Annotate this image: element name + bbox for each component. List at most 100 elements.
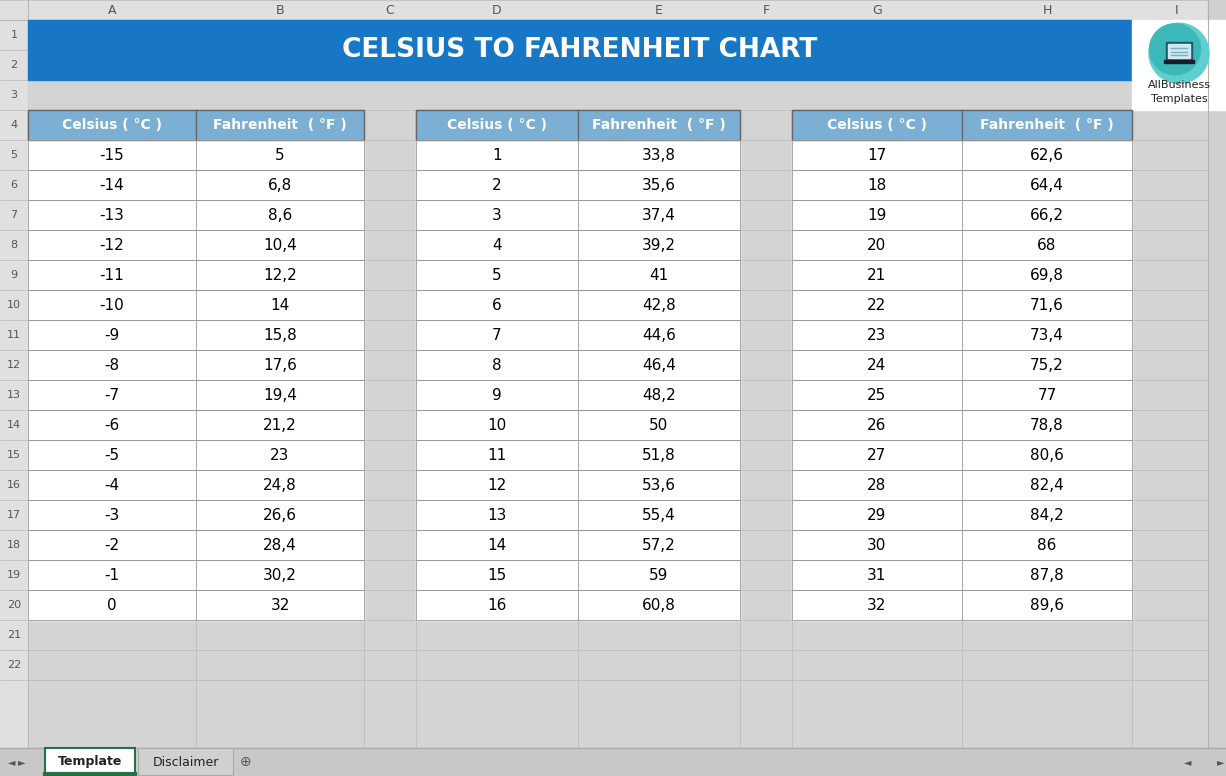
Bar [792,470,1132,500]
Text: 37,4: 37,4 [642,207,676,223]
Text: 14: 14 [7,420,21,430]
Text: 10,4: 10,4 [264,237,297,252]
Circle shape [1150,24,1200,74]
Bar [28,560,364,590]
Bar [416,260,741,290]
Text: 5: 5 [492,268,501,282]
Text: 28: 28 [867,477,886,493]
Text: 7: 7 [492,327,501,342]
Bar [416,170,741,200]
Text: -1: -1 [104,567,120,583]
Bar [28,470,364,500]
Text: 66,2: 66,2 [1030,207,1064,223]
Text: 86: 86 [1037,538,1057,553]
Bar [792,560,1132,590]
Bar [792,500,1132,530]
Bar [792,290,1132,320]
Bar [28,380,364,410]
Text: 1: 1 [11,30,17,40]
Text: 21: 21 [7,630,21,640]
Text: 73,4: 73,4 [1030,327,1064,342]
Bar [416,500,741,530]
Bar [416,500,741,530]
Text: 15: 15 [488,567,506,583]
Text: 2: 2 [492,178,501,192]
Text: 20: 20 [7,600,21,610]
Bar [416,170,741,200]
Bar [1166,43,1192,61]
Bar [792,410,1132,440]
Text: 62,6: 62,6 [1030,147,1064,162]
Bar [792,140,1132,170]
Text: 24,8: 24,8 [264,477,297,493]
Bar [792,200,1132,230]
Bar [28,110,364,140]
Text: 44,6: 44,6 [642,327,676,342]
Bar [416,560,741,590]
Text: Celsius ( °C ): Celsius ( °C ) [63,118,162,132]
Text: -9: -9 [104,327,120,342]
Bar [792,110,1132,140]
Text: -15: -15 [99,147,124,162]
Text: 13: 13 [7,390,21,400]
Bar [28,140,364,170]
Bar [28,230,364,260]
Text: 75,2: 75,2 [1030,358,1064,372]
Bar [792,500,1132,530]
Text: 1: 1 [492,147,501,162]
Bar [792,590,1132,620]
Bar [28,440,364,470]
Bar [28,590,364,620]
Text: 16: 16 [487,598,506,612]
Text: 55,4: 55,4 [642,508,676,522]
Bar [792,290,1132,320]
Text: 71,6: 71,6 [1030,297,1064,313]
Bar [416,290,741,320]
Text: 17: 17 [867,147,886,162]
Bar [792,230,1132,260]
Text: 87,8: 87,8 [1030,567,1064,583]
Text: 14: 14 [271,297,289,313]
Text: 6: 6 [492,297,501,313]
Text: 41: 41 [650,268,668,282]
Bar [28,560,364,590]
Bar [792,200,1132,230]
Text: 5: 5 [11,150,17,160]
Bar [792,530,1132,560]
Bar [416,470,741,500]
Text: 18: 18 [867,178,886,192]
Bar [0,0,28,748]
Bar [416,140,741,170]
Text: F: F [763,4,770,16]
Text: 21: 21 [867,268,886,282]
Bar [792,440,1132,470]
Text: Fahrenheit  ( °F ): Fahrenheit ( °F ) [980,118,1114,132]
Text: 4: 4 [11,120,17,130]
Text: B: B [276,4,284,16]
Bar [28,200,364,230]
Text: 17,6: 17,6 [264,358,297,372]
Bar [28,500,364,530]
Text: 21,2: 21,2 [264,417,297,432]
Text: ◄: ◄ [1184,757,1192,767]
Text: Template: Template [58,756,123,768]
Bar [416,200,741,230]
Bar [416,80,741,110]
Text: 5: 5 [275,147,284,162]
Text: 50: 50 [650,417,668,432]
Bar [792,230,1132,260]
Bar [45,748,135,775]
Text: -5: -5 [104,448,120,462]
Text: 64,4: 64,4 [1030,178,1064,192]
Bar [1132,20,1226,110]
Bar [416,230,741,260]
Text: 57,2: 57,2 [642,538,676,553]
Text: 8,6: 8,6 [267,207,292,223]
Text: -13: -13 [99,207,124,223]
Text: CELSIUS TO FAHRENHEIT CHART: CELSIUS TO FAHRENHEIT CHART [342,37,818,63]
Text: 19: 19 [867,207,886,223]
Text: 14: 14 [488,538,506,553]
Text: 84,2: 84,2 [1030,508,1064,522]
Text: 53,6: 53,6 [642,477,676,493]
Text: 11: 11 [488,448,506,462]
